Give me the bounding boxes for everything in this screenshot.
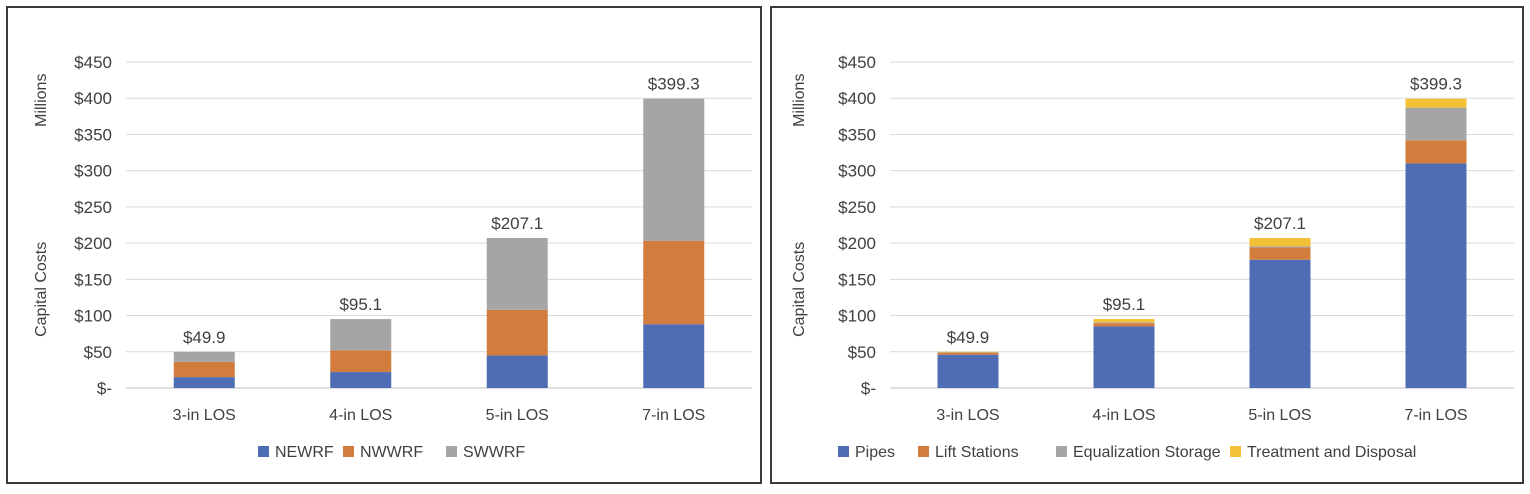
legend-label-swwrf: SWWRF <box>463 444 525 461</box>
x-tick-label: 3-in LOS <box>936 407 999 424</box>
y-tick-label: $200 <box>838 234 876 253</box>
bar-equalization-storage-7-in-los <box>1405 107 1467 141</box>
bar-lift-stations-7-in-los <box>1405 140 1467 164</box>
legend-label-pipes: Pipes <box>855 444 895 461</box>
y-axis-title: Capital Costs <box>791 242 808 337</box>
y-tick-label: $350 <box>838 125 876 144</box>
y-tick-label: $150 <box>74 270 112 289</box>
bar-pipes-5-in-los <box>1249 259 1311 388</box>
y-tick-label: $300 <box>74 162 112 181</box>
legend-swatch-equalization-storage <box>1056 446 1067 457</box>
total-label: $207.1 <box>1254 214 1306 233</box>
y-axis-unit: Millions <box>791 74 808 127</box>
y-tick-label: $250 <box>838 198 876 217</box>
total-label: $49.9 <box>183 328 226 347</box>
legend-swatch-pipes <box>838 446 849 457</box>
y-tick-label: $100 <box>838 307 876 326</box>
x-tick-label: 3-in LOS <box>173 407 236 424</box>
y-tick-label: $400 <box>838 89 876 108</box>
bar-pipes-3-in-los <box>937 354 999 388</box>
bar-lift-stations-3-in-los <box>937 352 999 355</box>
total-label: $399.3 <box>1410 75 1462 94</box>
bar-pipes-7-in-los <box>1405 163 1467 388</box>
bar-lift-stations-4-in-los <box>1093 323 1155 327</box>
x-tick-label: 4-in LOS <box>1092 407 1155 424</box>
bar-swwrf-3-in-los <box>173 351 235 362</box>
y-axis-title: Capital Costs <box>33 242 50 337</box>
legend-label-equalization-storage: Equalization Storage <box>1073 444 1221 461</box>
total-label: $207.1 <box>491 214 543 233</box>
bar-newrf-3-in-los <box>173 377 235 388</box>
bar-swwrf-7-in-los <box>643 98 705 241</box>
y-tick-label: $100 <box>74 307 112 326</box>
y-tick-label: $400 <box>74 89 112 108</box>
bar-pipes-4-in-los <box>1093 326 1155 388</box>
legend-swatch-lift-stations <box>918 446 929 457</box>
legend-swatch-treatment-and-disposal <box>1230 446 1241 457</box>
y-tick-label: $- <box>861 379 876 398</box>
y-tick-label: $200 <box>74 234 112 253</box>
y-tick-label: $300 <box>838 162 876 181</box>
legend-label-newrf: NEWRF <box>275 444 334 461</box>
legend-swatch-swwrf <box>446 446 457 457</box>
y-tick-label: $350 <box>74 125 112 144</box>
chart-by-component: $- $50 $100 $150 $200 $250 $300 $350 $400 $450 Cap… <box>791 53 1514 461</box>
x-tick-label: 4-in LOS <box>329 407 392 424</box>
y-tick-label: $50 <box>848 343 876 362</box>
x-tick-label: 7-in LOS <box>1404 407 1467 424</box>
bar-treatment-and-disposal-5-in-los <box>1249 237 1311 247</box>
total-label: $49.9 <box>947 328 990 347</box>
bar-equalization-storage-4-in-los <box>1093 322 1155 324</box>
total-label: $95.1 <box>1103 295 1146 314</box>
y-tick-label: $50 <box>84 343 112 362</box>
y-tick-label: $- <box>97 379 112 398</box>
bar-newrf-5-in-los <box>486 355 548 388</box>
bar-nwwrf-5-in-los <box>486 309 548 356</box>
chart-panel-by-facility: $- $50 $100 $150 $200 $250 $300 $350 $400 $450 Cap… <box>6 6 762 484</box>
bar-treatment-and-disposal-7-in-los <box>1405 98 1467 108</box>
y-tick-label: $450 <box>74 53 112 72</box>
bar-equalization-storage-5-in-los <box>1249 246 1311 248</box>
bar-swwrf-5-in-los <box>486 237 548 310</box>
bar-swwrf-4-in-los <box>330 319 392 351</box>
bar-lift-stations-5-in-los <box>1249 247 1311 260</box>
chart-panel-by-component: $- $50 $100 $150 $200 $250 $300 $350 $400 $450 Cap… <box>770 6 1524 484</box>
bar-nwwrf-7-in-los <box>643 240 705 325</box>
legend-label-lift-stations: Lift Stations <box>935 444 1019 461</box>
legend-label-nwwrf: NWWRF <box>360 444 423 461</box>
legend-swatch-newrf <box>258 446 269 457</box>
y-axis-unit: Millions <box>33 74 50 127</box>
bar-nwwrf-3-in-los <box>173 361 235 378</box>
x-tick-label: 7-in LOS <box>642 407 705 424</box>
total-label: $399.3 <box>648 75 700 94</box>
y-tick-label: $250 <box>74 198 112 217</box>
legend-swatch-nwwrf <box>343 446 354 457</box>
bar-newrf-4-in-los <box>330 372 392 388</box>
bar-nwwrf-4-in-los <box>330 350 392 373</box>
bar-treatment-and-disposal-4-in-los <box>1093 319 1155 323</box>
y-tick-label: $150 <box>838 270 876 289</box>
x-tick-label: 5-in LOS <box>486 407 549 424</box>
x-tick-label: 5-in LOS <box>1248 407 1311 424</box>
total-label: $95.1 <box>339 295 382 314</box>
y-tick-label: $450 <box>838 53 876 72</box>
legend-label-treatment-and-disposal: Treatment and Disposal <box>1247 444 1416 461</box>
bar-newrf-7-in-los <box>643 324 705 388</box>
chart-by-facility: $- $50 $100 $150 $200 $250 $300 $350 $400 $450 Cap… <box>33 53 752 461</box>
